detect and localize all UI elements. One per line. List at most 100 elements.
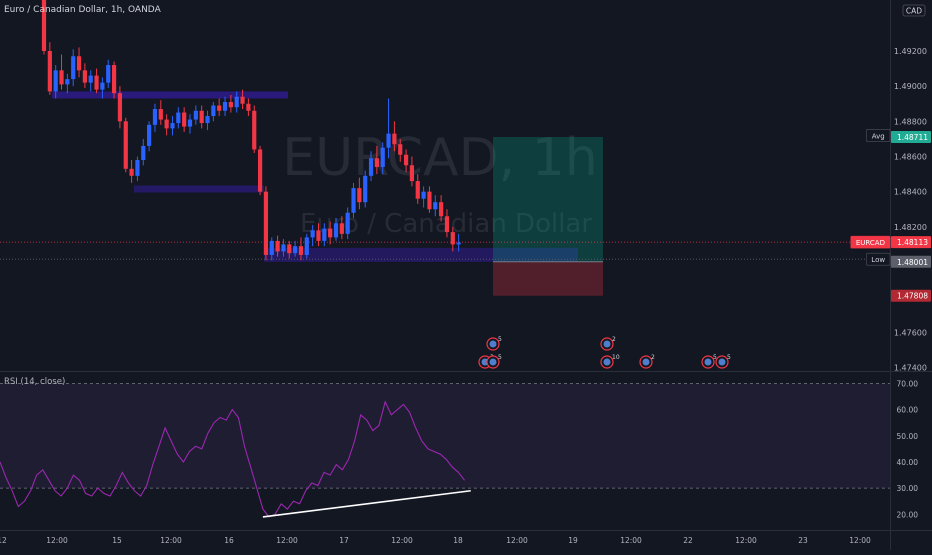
watermark-symbol: EURCAD, 1h bbox=[282, 128, 597, 188]
price-tag-label: EURCAD bbox=[856, 239, 885, 247]
price-tag-label: Low bbox=[871, 256, 885, 264]
event-badge[interactable]: 2 bbox=[639, 354, 655, 369]
candle bbox=[117, 86, 123, 129]
candle-body bbox=[41, 0, 47, 51]
candle bbox=[310, 225, 315, 247]
price-tag-box bbox=[891, 289, 931, 302]
candle bbox=[409, 156, 415, 187]
candle-body bbox=[257, 149, 263, 192]
candle-body bbox=[310, 230, 315, 238]
event-count: 5 bbox=[498, 354, 502, 361]
candle bbox=[106, 59, 111, 88]
event-badge[interactable]: 5 bbox=[486, 336, 502, 351]
rsi-tick-label: 40.00 bbox=[897, 458, 919, 467]
price-tick-label: 1.48200 bbox=[894, 223, 927, 232]
time-tick-label: 23 bbox=[798, 536, 808, 545]
candle-body bbox=[193, 110, 198, 120]
candle-body bbox=[339, 223, 344, 234]
rsi-tick-label: 60.00 bbox=[897, 406, 919, 415]
time-tick-label: 15 bbox=[112, 536, 122, 545]
candle bbox=[444, 209, 450, 238]
candle-body bbox=[316, 230, 321, 241]
candle-body bbox=[368, 158, 374, 176]
candle-body bbox=[129, 168, 134, 176]
candle-body bbox=[205, 116, 210, 124]
candle bbox=[152, 103, 158, 132]
candle bbox=[345, 207, 350, 240]
event-badge[interactable]: 5 bbox=[701, 354, 717, 369]
candle-body bbox=[59, 70, 64, 85]
candle bbox=[47, 42, 52, 95]
candle bbox=[141, 138, 146, 166]
candle bbox=[287, 240, 292, 259]
price-tag-value: 1.48113 bbox=[897, 238, 928, 247]
candle-body bbox=[158, 109, 163, 120]
symbol-header[interactable]: Euro / Canadian Dollar, 1h, OANDA bbox=[4, 5, 161, 15]
candle-body bbox=[176, 112, 181, 124]
candle bbox=[53, 65, 58, 99]
event-count: 5 bbox=[498, 336, 502, 343]
event-badge[interactable]: 5 bbox=[486, 354, 502, 369]
candle-body bbox=[304, 237, 309, 255]
candle-body bbox=[240, 96, 245, 104]
candle bbox=[94, 68, 99, 94]
time-tick-label: 12:00 bbox=[46, 536, 68, 545]
candle-body bbox=[328, 228, 333, 238]
candle bbox=[415, 174, 420, 204]
candle bbox=[211, 101, 216, 122]
candle-body bbox=[228, 101, 233, 108]
candle bbox=[351, 182, 356, 219]
time-tick-label: 12:00 bbox=[276, 536, 298, 545]
candle bbox=[433, 195, 438, 217]
candle-body bbox=[82, 70, 87, 83]
zone-rectangle bbox=[52, 91, 288, 99]
candle bbox=[398, 138, 403, 162]
candle-body bbox=[88, 75, 93, 83]
time-tick-label: 12:00 bbox=[849, 536, 871, 545]
price-tag-box bbox=[891, 255, 931, 268]
candle-body bbox=[141, 145, 146, 161]
candle bbox=[187, 114, 193, 134]
candle bbox=[333, 218, 339, 241]
candle-body bbox=[53, 70, 58, 92]
candle bbox=[100, 77, 105, 99]
candle bbox=[193, 105, 198, 125]
candle-body bbox=[444, 216, 450, 233]
event-badge[interactable]: 2 bbox=[600, 336, 616, 351]
candle-body bbox=[427, 191, 432, 210]
candle bbox=[205, 110, 210, 131]
candle-body bbox=[363, 175, 368, 203]
candle-body bbox=[345, 212, 350, 234]
candle-body bbox=[211, 105, 216, 117]
candle-body bbox=[147, 124, 152, 146]
candle bbox=[421, 186, 426, 208]
candle bbox=[240, 89, 245, 110]
candle bbox=[176, 107, 181, 129]
candle bbox=[123, 117, 128, 173]
event-badge[interactable]: 5 bbox=[715, 354, 731, 369]
candle bbox=[339, 216, 344, 240]
candle-body bbox=[187, 119, 193, 127]
rsi-tick-label: 50.00 bbox=[897, 432, 919, 441]
candle-body bbox=[152, 109, 158, 125]
candle bbox=[199, 105, 204, 129]
event-badge[interactable]: 10 bbox=[600, 354, 620, 369]
candle bbox=[456, 233, 461, 252]
time-tick-label: 12:00 bbox=[391, 536, 413, 545]
candle bbox=[246, 98, 251, 117]
rsi-label[interactable]: RSI (14, close) bbox=[4, 377, 66, 387]
candle-body bbox=[182, 112, 187, 127]
position-stop-zone bbox=[493, 261, 603, 296]
candle-body bbox=[94, 75, 99, 90]
candle bbox=[275, 235, 280, 257]
candle bbox=[281, 239, 286, 257]
candle-body bbox=[111, 65, 117, 94]
candle-body bbox=[252, 110, 257, 150]
candle-body bbox=[106, 65, 111, 83]
flag-icon bbox=[603, 340, 611, 348]
event-count: 2 bbox=[651, 354, 655, 361]
candle bbox=[182, 107, 187, 132]
rsi-line bbox=[0, 400, 466, 518]
candle-body bbox=[374, 158, 379, 168]
